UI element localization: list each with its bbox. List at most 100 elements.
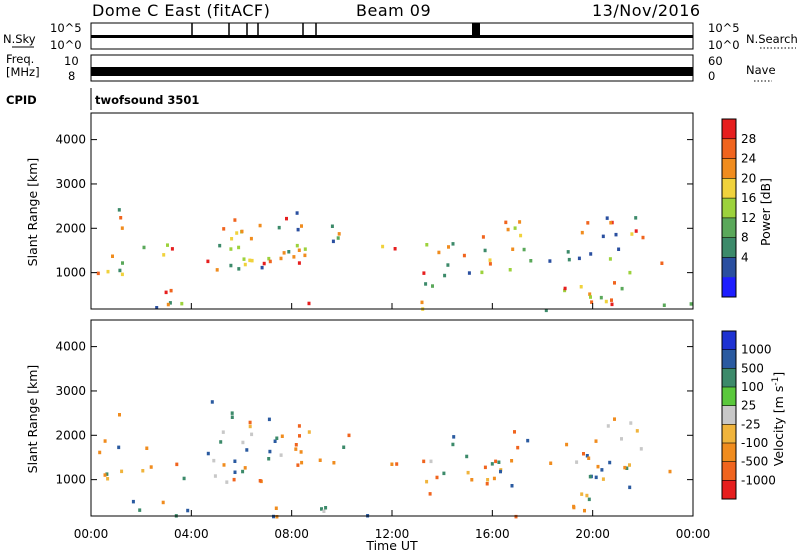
velocity-colorbar-tick-label: -1000 bbox=[741, 473, 776, 487]
power-cell bbox=[689, 302, 693, 306]
velocity-cell bbox=[466, 470, 470, 475]
power-cell bbox=[233, 218, 237, 222]
x-axis-label: Time UT bbox=[365, 538, 418, 553]
velocity-cell bbox=[279, 453, 283, 457]
velocity-cell bbox=[390, 462, 394, 466]
power-cell bbox=[662, 303, 666, 307]
power-cell bbox=[155, 306, 159, 310]
velocity-cell bbox=[248, 420, 252, 425]
power-cell bbox=[262, 261, 266, 266]
power-cell bbox=[330, 224, 334, 228]
velocity-cell bbox=[608, 460, 612, 465]
power-cell bbox=[544, 308, 548, 313]
power-cell bbox=[331, 239, 335, 244]
velocity-cell bbox=[241, 440, 245, 445]
power-cell bbox=[431, 284, 434, 288]
velocity-colorbar-tick-label: 100 bbox=[741, 380, 764, 394]
nave-tick-top: 60 bbox=[708, 54, 723, 68]
velocity-cell bbox=[485, 482, 489, 486]
power-cell bbox=[166, 302, 170, 307]
velocity-colorbar-frame bbox=[721, 330, 737, 500]
power-cell bbox=[222, 227, 226, 231]
velocity-label-main: Velocity [m s bbox=[771, 386, 786, 467]
power-colorbar-swatch bbox=[722, 217, 736, 239]
power-cell bbox=[285, 216, 288, 221]
freq-label-1: Freq. bbox=[6, 52, 34, 66]
velocity-cell bbox=[332, 461, 336, 465]
velocity-cell bbox=[230, 415, 234, 419]
velocity-cell bbox=[322, 509, 326, 513]
velocity-cell bbox=[635, 429, 639, 433]
power-cell bbox=[295, 243, 299, 248]
velocity-colorbar-tick-label: 1000 bbox=[741, 343, 772, 357]
noise-right-tick-top: 10^5 bbox=[708, 21, 740, 35]
nave-label: Nave bbox=[746, 63, 776, 77]
power-cell bbox=[610, 302, 614, 307]
power-cell bbox=[617, 247, 621, 251]
power-cell bbox=[641, 235, 645, 240]
velocity-cell bbox=[582, 452, 585, 456]
velocity-cell bbox=[149, 465, 153, 469]
noise-left-label: N.Sky bbox=[3, 32, 36, 46]
velocity-cell bbox=[186, 508, 190, 513]
power-cell bbox=[590, 300, 594, 304]
velocity-cell bbox=[103, 439, 107, 443]
velocity-colorbar-swatch bbox=[722, 368, 736, 388]
power-cell bbox=[529, 259, 533, 263]
velocity-cell bbox=[324, 506, 328, 510]
velocity-colorbar-label: Velocity [m s-1] bbox=[771, 372, 786, 466]
power-cell bbox=[610, 298, 613, 302]
velocity-cell bbox=[320, 507, 323, 511]
power-y-label: Slant Range [km] bbox=[25, 158, 40, 267]
velocity-colorbar-swatch bbox=[722, 405, 736, 425]
power-cell bbox=[613, 281, 616, 285]
velocity-cell bbox=[161, 500, 165, 505]
power-cell bbox=[566, 250, 570, 254]
velocity-cell bbox=[307, 430, 311, 434]
power-cell bbox=[589, 295, 592, 299]
power-cell bbox=[437, 250, 441, 255]
power-cell bbox=[170, 247, 174, 251]
power-cell bbox=[608, 257, 612, 261]
power-colorbar-frame bbox=[721, 118, 737, 298]
velocity-cell bbox=[273, 439, 277, 443]
velocity-cell bbox=[141, 469, 145, 473]
power-colorbar-tick-label: 20 bbox=[741, 171, 756, 185]
power-y-ticks: 1000 2000 3000 4000 bbox=[55, 133, 693, 280]
power-cell bbox=[424, 282, 428, 286]
power-cell bbox=[120, 226, 124, 230]
power-cell bbox=[307, 301, 311, 306]
velocity-cell bbox=[499, 469, 502, 474]
velocity-cell bbox=[347, 433, 351, 438]
velocity-cell bbox=[222, 463, 226, 467]
noise-right-tick-bottom: 10^0 bbox=[708, 38, 740, 52]
velocity-cell bbox=[580, 492, 584, 496]
power-colorbar-swatch bbox=[722, 198, 736, 219]
power-cell bbox=[166, 243, 169, 247]
power-cell bbox=[240, 229, 244, 234]
velocity-cell bbox=[268, 449, 272, 454]
power-cell bbox=[230, 237, 234, 241]
power-cell bbox=[336, 236, 340, 240]
power-cell bbox=[119, 216, 123, 220]
noise-left-tick-bottom: 10^0 bbox=[50, 38, 82, 52]
x-tick-label: 16:00 bbox=[475, 527, 510, 541]
power-cell bbox=[506, 227, 510, 232]
power-cell bbox=[303, 253, 307, 258]
power-cell bbox=[488, 262, 492, 266]
velocity-label-close: ] bbox=[771, 372, 786, 377]
power-cell bbox=[118, 268, 122, 273]
power-cell bbox=[243, 262, 247, 267]
power-cell bbox=[169, 288, 173, 293]
velocity-colorbar-swatch bbox=[722, 331, 736, 351]
power-cell bbox=[462, 253, 466, 258]
power-cell bbox=[580, 230, 584, 235]
power-cell bbox=[111, 254, 114, 258]
velocity-cell bbox=[587, 497, 591, 502]
power-cell bbox=[577, 256, 581, 261]
velocity-heatmap bbox=[98, 400, 672, 519]
velocity-colorbar-swatch bbox=[722, 461, 736, 481]
power-cell bbox=[586, 221, 590, 225]
power-cell bbox=[518, 220, 522, 224]
velocity-colorbar-tick-label: -25 bbox=[741, 417, 761, 431]
